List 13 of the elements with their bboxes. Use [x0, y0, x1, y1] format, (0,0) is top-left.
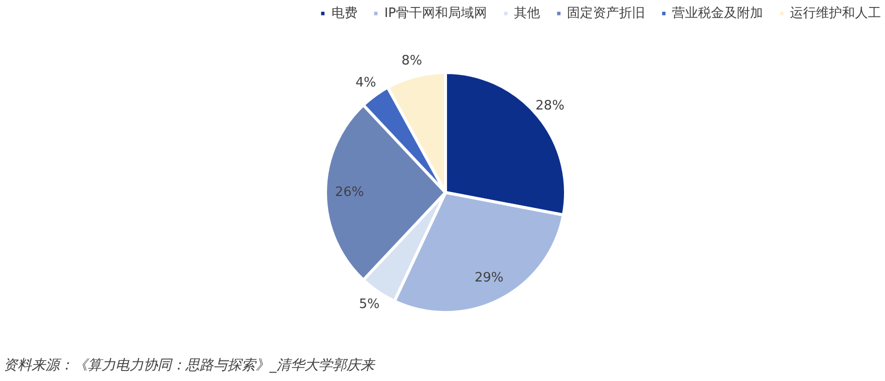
- legend-label: 营业税金及附加: [672, 5, 763, 22]
- legend-label: 固定资产折旧: [567, 5, 645, 22]
- data-label: 8%: [401, 54, 422, 69]
- data-label: 28%: [536, 98, 564, 114]
- legend-label: 电费: [331, 5, 358, 22]
- data-label: 5%: [358, 297, 380, 312]
- legend-label: 其他: [514, 5, 540, 22]
- legend-label: 运行维护和人工: [790, 5, 881, 22]
- data-label: 4%: [355, 75, 376, 90]
- data-label: 26%: [335, 185, 364, 200]
- legend-label: IP骨干网和局域网: [384, 5, 487, 22]
- text: 资料来源：《算力电力协同：思路与探索》_清华大学郭庆来: [4, 358, 376, 374]
- data-label: 29%: [474, 270, 504, 286]
